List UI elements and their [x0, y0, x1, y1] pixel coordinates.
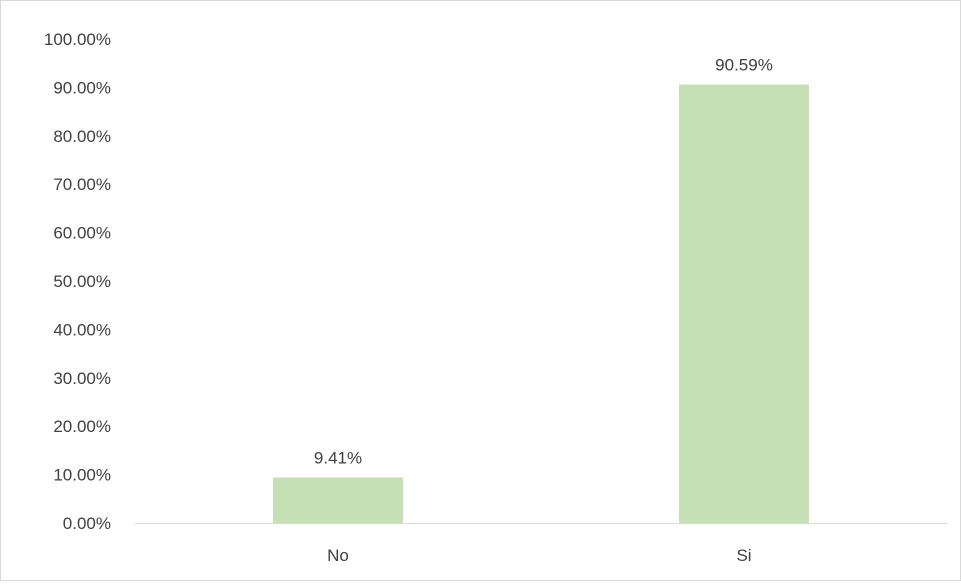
- x-axis-category-labels: No Si: [327, 546, 751, 565]
- y-tick-label: 0.00%: [63, 514, 111, 533]
- data-label-no: 9.41%: [314, 448, 362, 467]
- data-labels: 9.41% 90.59%: [314, 56, 773, 468]
- y-tick-label: 50.00%: [53, 272, 111, 291]
- y-tick-label: 80.00%: [53, 127, 111, 146]
- y-tick-label: 60.00%: [53, 224, 111, 243]
- y-tick-label: 70.00%: [53, 175, 111, 194]
- category-label-no: No: [327, 546, 349, 565]
- y-tick-label: 20.00%: [53, 417, 111, 436]
- category-label-si: Si: [736, 546, 751, 565]
- data-label-si: 90.59%: [715, 56, 773, 75]
- bars: [273, 84, 809, 523]
- bar-no: [273, 477, 403, 523]
- y-tick-label: 30.00%: [53, 369, 111, 388]
- bar-si: [679, 84, 809, 523]
- y-tick-label: 10.00%: [53, 466, 111, 485]
- y-tick-label: 90.00%: [53, 78, 111, 97]
- y-axis-tick-labels: 0.00% 10.00% 20.00% 30.00% 40.00% 50.00% 60.00…: [44, 30, 111, 533]
- y-tick-label: 100.00%: [44, 30, 111, 49]
- y-tick-label: 40.00%: [53, 320, 111, 339]
